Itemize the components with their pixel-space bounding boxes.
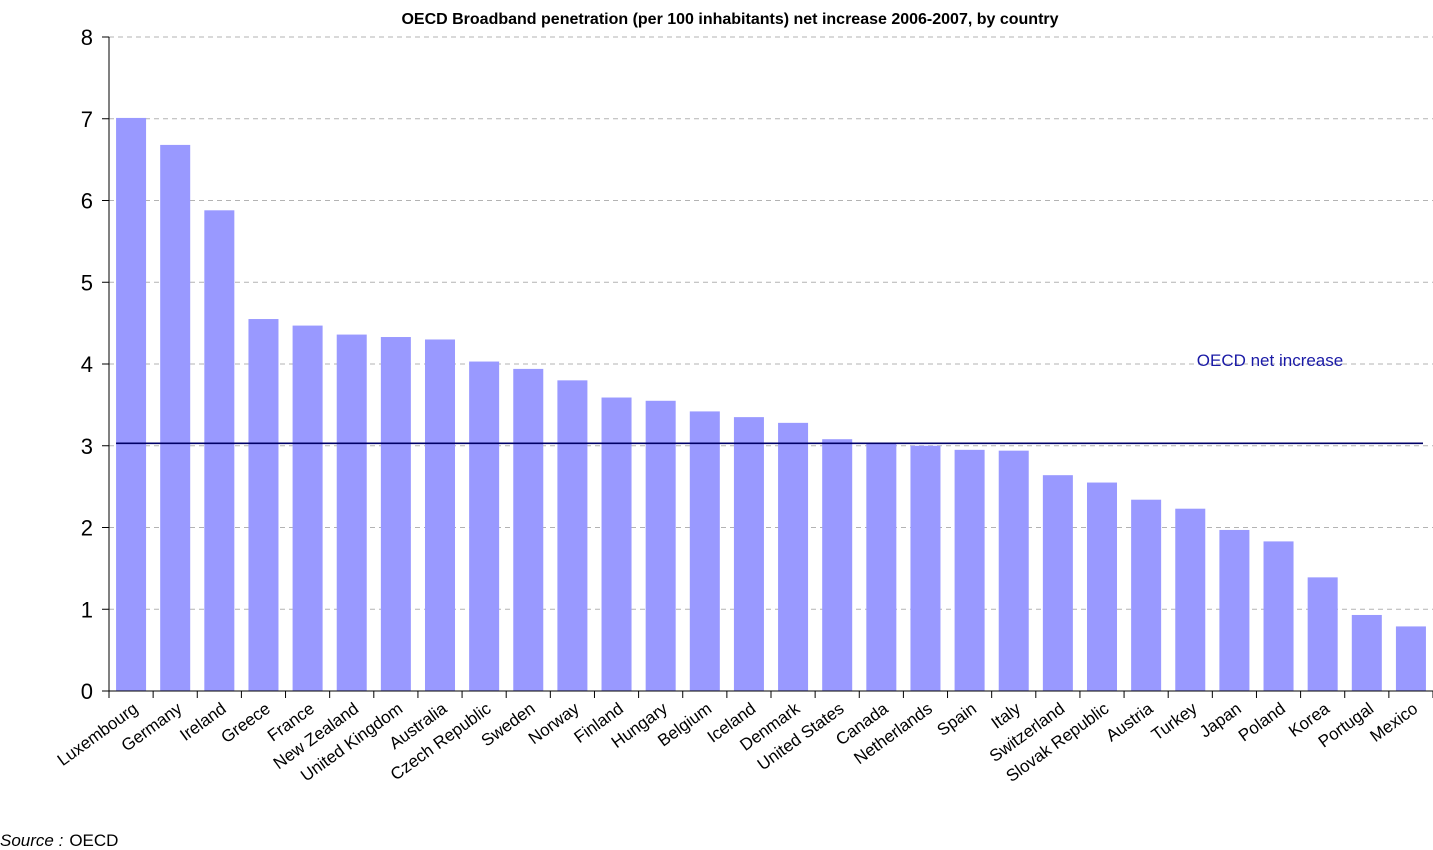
bar [513, 368, 544, 691]
bar [1042, 475, 1073, 691]
bar [689, 411, 720, 691]
y-tick-label: 1 [81, 597, 93, 622]
y-tick-label: 5 [81, 270, 93, 295]
reference-line-label: OECD net increase [1197, 351, 1343, 370]
bar [1086, 482, 1118, 691]
x-tick-label: Poland [1235, 699, 1289, 745]
bar [1219, 529, 1250, 691]
x-tick-label: Mexico [1367, 699, 1422, 746]
bar [778, 422, 809, 691]
bar [336, 334, 367, 691]
bar [424, 339, 456, 691]
bar [160, 144, 191, 691]
chart-title: OECD Broadband penetration (per 100 inha… [401, 11, 1058, 28]
y-tick-label: 6 [81, 189, 93, 214]
bar [1263, 541, 1294, 691]
bar [1175, 508, 1206, 691]
bar [910, 445, 941, 691]
bar [998, 450, 1029, 691]
bar [1395, 626, 1426, 691]
source-label: Source : [0, 831, 64, 850]
x-tick-label: Norway [525, 699, 583, 749]
x-tick-label: Greece [218, 699, 274, 747]
bar [645, 400, 676, 691]
bar [292, 325, 323, 691]
reference-line-group: OECD net increase [116, 351, 1423, 445]
x-tick-labels: LuxembourgGermanyIrelandGreeceFranceNew … [54, 699, 1421, 786]
bar [204, 210, 235, 691]
bar [248, 319, 279, 691]
axes [102, 36, 1433, 698]
bar [469, 361, 500, 691]
bar [601, 397, 632, 691]
x-tick-label: Spain [934, 699, 980, 740]
y-tick-label: 3 [81, 434, 93, 459]
y-tick-label: 7 [81, 107, 93, 132]
bar [733, 417, 764, 691]
bar [116, 117, 147, 692]
y-tick-label: 4 [81, 352, 93, 377]
bar [380, 337, 411, 691]
bar [557, 380, 588, 691]
bars [116, 117, 1426, 692]
y-tick-label: 0 [81, 679, 93, 704]
bar [1131, 499, 1162, 691]
source-value: OECD [69, 831, 118, 850]
bar [822, 439, 853, 691]
x-tick-label: Turkey [1148, 699, 1201, 745]
y-tick-label: 2 [81, 516, 93, 541]
x-tick-label: Austria [1103, 699, 1157, 746]
bar [1351, 614, 1382, 691]
gridlines [109, 36, 1433, 610]
y-tick-label: 8 [81, 25, 93, 50]
y-tick-labels: 0 1 2 3 4 5 6 7 8 [81, 25, 93, 704]
bar [954, 449, 985, 691]
bar [866, 443, 897, 691]
bar [1307, 577, 1338, 691]
source-note: Source : OECD [0, 831, 118, 850]
